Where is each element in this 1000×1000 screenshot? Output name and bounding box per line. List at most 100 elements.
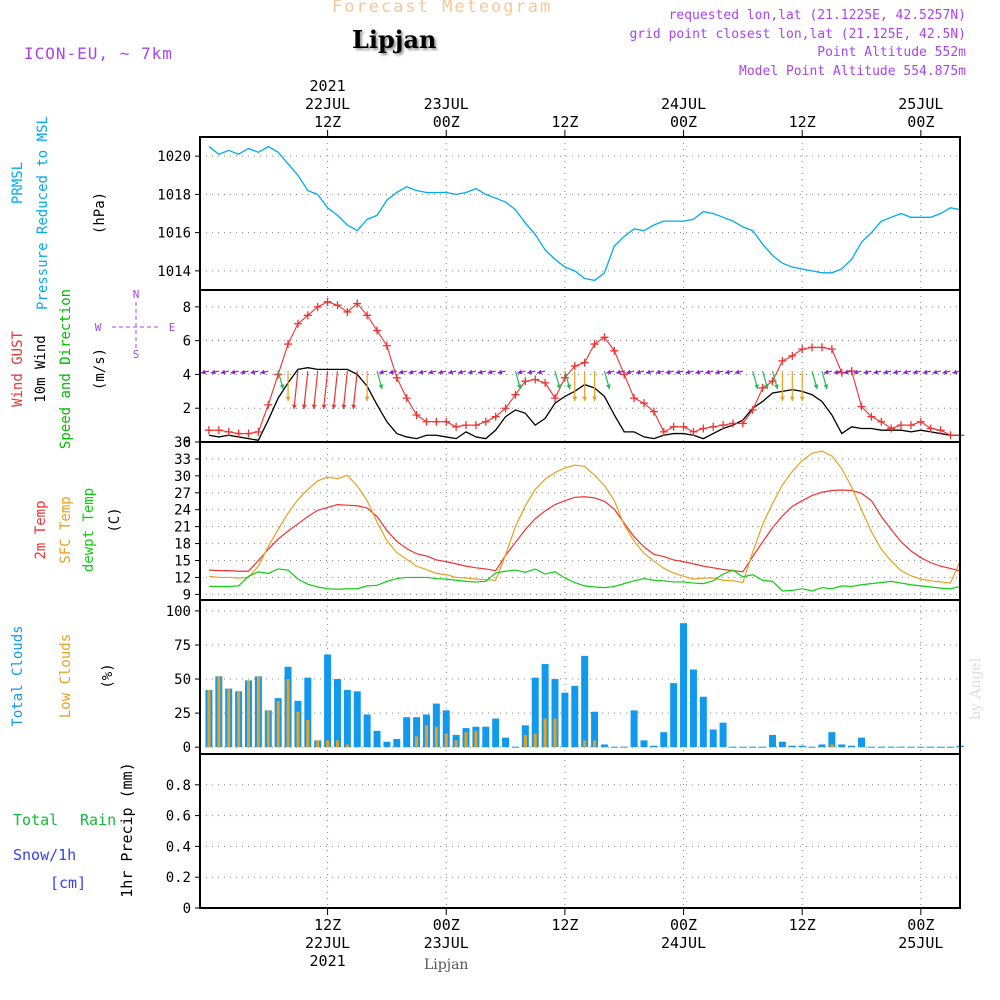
gust-marker xyxy=(442,417,451,426)
label-sfc-temp: SFC Temp xyxy=(58,496,74,563)
total-cloud-bar xyxy=(383,741,391,748)
top-hour-label: 12Z xyxy=(314,113,341,131)
wind-arrowhead xyxy=(331,404,337,410)
gust-marker xyxy=(649,407,658,416)
wind-arrowhead xyxy=(341,404,347,410)
total-cloud-bar xyxy=(719,722,727,748)
gust-marker xyxy=(946,431,955,440)
wind-arrowhead xyxy=(210,369,216,375)
gust-marker xyxy=(323,297,332,306)
low-cloud-bar xyxy=(444,733,448,748)
total-cloud-bar xyxy=(709,729,717,748)
temp-2m-line xyxy=(208,489,961,573)
label-pressure: Pressure Reduced to MSL xyxy=(35,116,51,310)
wind-arrowhead xyxy=(351,404,357,410)
dewpt-temp-line xyxy=(208,568,961,592)
wind-arrowhead xyxy=(398,369,404,375)
model-label: ICON-EU, ~ 7km xyxy=(24,44,173,63)
wind-arrowhead xyxy=(408,369,414,375)
wind-arrowhead xyxy=(250,369,256,375)
wind-arrowhead xyxy=(724,369,730,375)
gust-marker xyxy=(808,343,817,352)
low-cloud-bar xyxy=(553,718,557,748)
low-cloud-bar xyxy=(345,744,349,748)
low-cloud-bar xyxy=(335,740,339,748)
total-cloud-bar xyxy=(769,734,777,748)
y-tick-label: 100 xyxy=(166,604,191,620)
wind-arrowhead xyxy=(200,369,206,375)
wind-gust-line xyxy=(208,301,961,436)
wind-arrowhead xyxy=(863,369,869,375)
gust-marker xyxy=(521,377,530,386)
total-cloud-bar xyxy=(798,745,806,748)
gust-marker xyxy=(699,424,708,433)
total-cloud-bar xyxy=(561,692,569,748)
wind-arrowhead xyxy=(695,369,701,375)
low-cloud-bar xyxy=(237,691,241,748)
y-tick-label: 75 xyxy=(174,638,191,654)
label-hpa: (hPa) xyxy=(92,192,108,234)
total-cloud-bar xyxy=(581,655,589,748)
top-hour-label: 00Z xyxy=(907,113,934,131)
gust-marker xyxy=(204,426,213,435)
gust-marker xyxy=(432,417,441,426)
wind-arrowhead xyxy=(853,369,859,375)
gust-marker xyxy=(620,370,629,379)
gust-marker xyxy=(867,412,876,421)
label-precip-units: 1hr Precip (mm) xyxy=(118,762,136,897)
wind-arrowhead xyxy=(487,369,493,375)
label-2m-temp: 2m Temp xyxy=(33,500,49,559)
wind-arrowhead xyxy=(932,369,938,375)
cloud-bars xyxy=(205,623,964,748)
wind-arrowhead xyxy=(823,369,829,375)
pressure-line xyxy=(208,145,961,282)
wind-arrowhead xyxy=(260,369,266,375)
low-cloud-bar xyxy=(434,726,438,748)
gust-marker xyxy=(481,417,490,426)
wind-arrowhead xyxy=(311,404,317,410)
gust-marker xyxy=(214,426,223,435)
total-cloud-bar xyxy=(848,745,856,748)
panel-frame-pressure xyxy=(199,136,961,291)
wind-arrowhead xyxy=(685,369,691,375)
total-cloud-bar xyxy=(670,683,678,748)
label-prmsl: PRMSL xyxy=(10,162,26,204)
gust-marker xyxy=(926,424,935,433)
low-cloud-bar xyxy=(227,688,231,748)
gust-marker xyxy=(531,375,540,384)
wind-arrowhead xyxy=(240,369,246,375)
y-tick-label: 50 xyxy=(174,672,191,688)
wind-arrow xyxy=(352,371,358,410)
low-cloud-bar xyxy=(424,725,428,748)
label-cloud-units: (%) xyxy=(100,663,116,688)
top-date-label: 22JUL xyxy=(305,95,350,113)
total-cloud-bar xyxy=(858,737,866,748)
chart-title: Forecast Meteogram xyxy=(332,0,553,17)
top-date-label: 24JUL xyxy=(661,95,706,113)
panel-pressure: 1014 1016 1018 1020 xyxy=(157,137,960,290)
total-cloud-bar xyxy=(333,679,341,748)
wind-arrowhead xyxy=(626,369,631,375)
gust-marker xyxy=(462,421,471,430)
wind-arrowhead xyxy=(428,369,434,375)
total-cloud-bar xyxy=(778,741,786,748)
wind-arrowhead xyxy=(592,396,597,402)
gust-marker xyxy=(422,417,431,426)
bottom-hour-label: 00Z xyxy=(670,916,697,934)
y-tick-label: 24 xyxy=(174,503,191,519)
gust-marker xyxy=(630,394,639,403)
wind-arrowhead xyxy=(774,384,779,390)
gust-marker xyxy=(590,340,599,349)
label-low-clouds: Low Clouds xyxy=(58,634,74,718)
wind-arrowhead xyxy=(517,369,523,375)
total-cloud-bar xyxy=(788,745,796,748)
total-cloud-bar xyxy=(482,726,490,748)
gust-marker xyxy=(333,301,342,310)
low-cloud-bar xyxy=(464,732,468,748)
wind-arrowhead xyxy=(378,369,384,375)
gust-marker xyxy=(600,333,609,342)
bottom-year-label: 2021 xyxy=(310,952,346,970)
label-wind-gust: Wind GUST xyxy=(10,331,26,407)
low-cloud-bar xyxy=(217,676,221,748)
